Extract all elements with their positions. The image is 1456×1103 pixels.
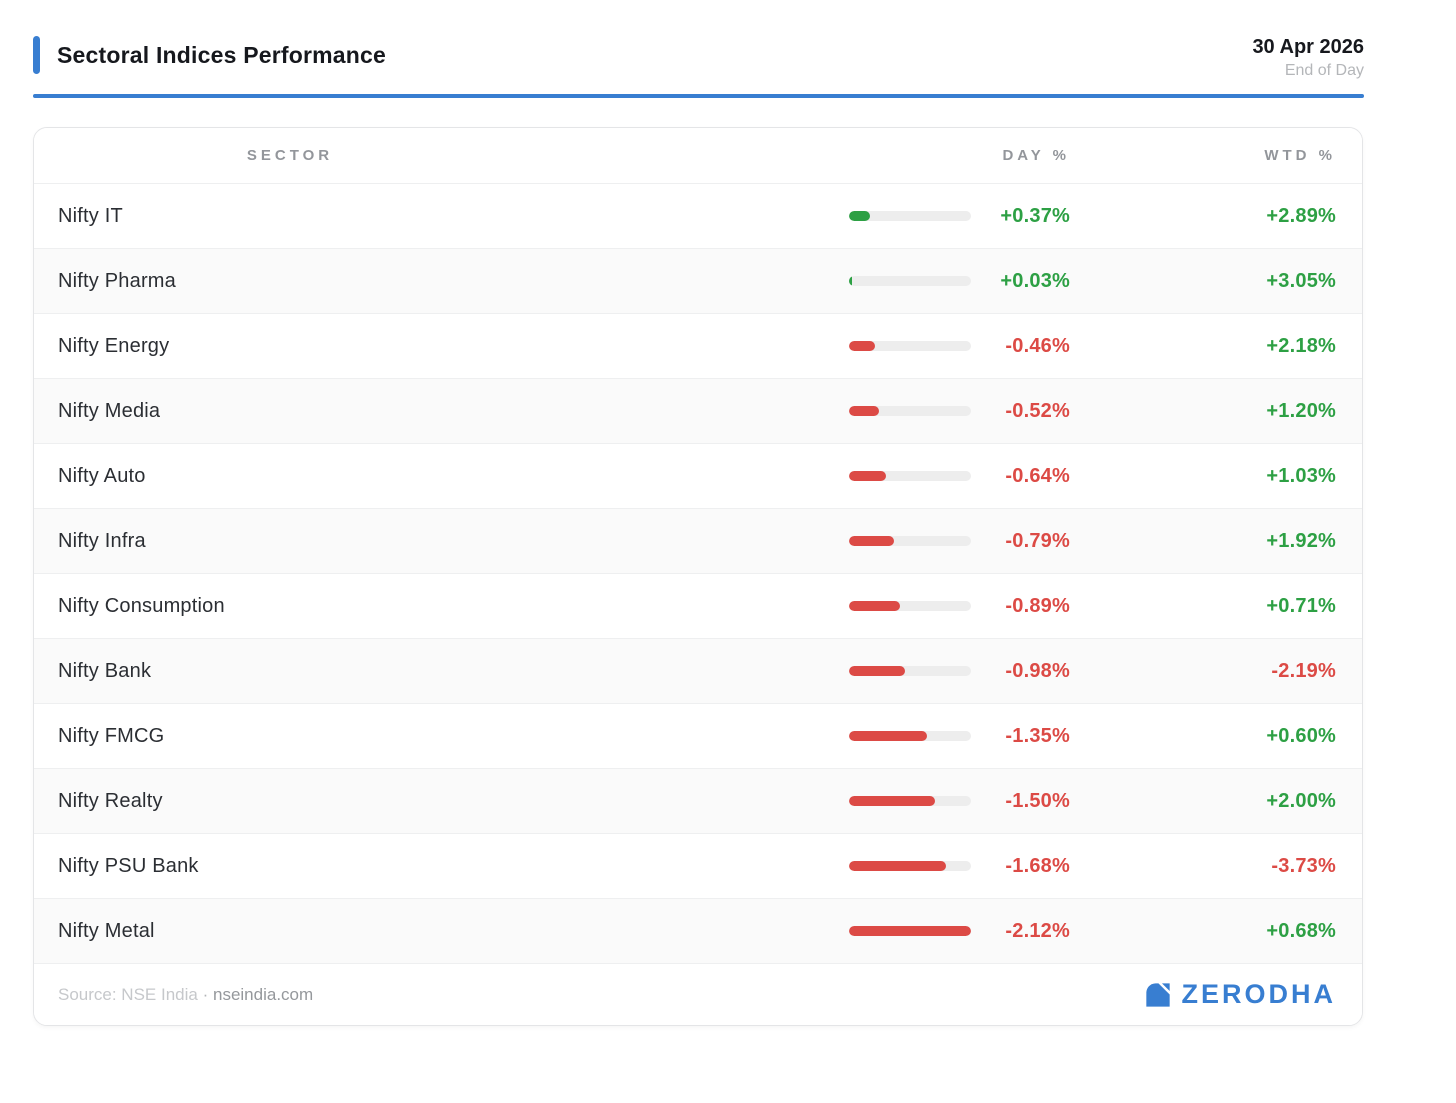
day-change-bar-track (849, 666, 971, 676)
day-change-bar-fill (849, 276, 852, 286)
day-change-value: +0.37% (1000, 204, 1070, 227)
sector-name: Nifty FMCG (58, 724, 165, 747)
table-row: Nifty Metal -2.12% +0.68% (34, 898, 1362, 963)
source-attribution: Source: NSE India · nseindia.com (58, 985, 313, 1005)
wtd-change-value: +2.00% (1266, 789, 1336, 812)
table-row: Nifty Infra -0.79% +1.92% (34, 508, 1362, 573)
day-change-bar-track (849, 926, 971, 936)
day-change-value: -0.46% (1005, 334, 1070, 357)
wtd-change-value: +3.05% (1266, 269, 1336, 292)
sector-name: Nifty PSU Bank (58, 854, 199, 877)
day-change-bar-fill (849, 861, 946, 871)
day-change-bar-track (849, 796, 971, 806)
day-change-bar-track (849, 276, 971, 286)
day-change-bar-fill (849, 536, 895, 546)
sector-name: Nifty Auto (58, 464, 146, 487)
sector-name: Nifty Infra (58, 529, 146, 552)
column-header-sector: SECTOR (246, 147, 334, 164)
table-row: Nifty Realty -1.50% +2.00% (34, 768, 1362, 833)
table-row: Nifty Energy -0.46% +2.18% (34, 313, 1362, 378)
title-accent-bar (33, 36, 40, 74)
day-change-bar-fill (849, 796, 936, 806)
sector-name: Nifty Realty (58, 789, 163, 812)
wtd-change-value: +1.92% (1266, 529, 1336, 552)
sectoral-indices-card: SECTOR DAY % WTD % Nifty IT +0.37% +2.89% N… (33, 127, 1363, 1026)
sector-name: Nifty Bank (58, 659, 152, 682)
day-change-bar-fill (849, 471, 886, 481)
table-row: Nifty Consumption -0.89% +0.71% (34, 573, 1362, 638)
day-change-bar-track (849, 861, 971, 871)
wtd-change-value: -3.73% (1271, 854, 1336, 877)
source-link: nseindia.com (213, 984, 314, 1004)
table-row: Nifty Media -0.52% +1.20% (34, 378, 1362, 443)
source-separator: · (202, 984, 209, 1004)
day-change-bar-fill (849, 926, 971, 936)
day-change-bar-fill (849, 601, 901, 611)
day-change-bar-track (849, 471, 971, 481)
table-row: Nifty Bank -0.98% -2.19% (34, 638, 1362, 703)
sector-name: Nifty Metal (58, 919, 155, 942)
table-header-row: SECTOR DAY % WTD % (34, 128, 1362, 183)
table-row: Nifty Auto -0.64% +1.03% (34, 443, 1362, 508)
sector-name: Nifty Pharma (58, 269, 176, 292)
day-change-bar-track (849, 731, 971, 741)
table-row: Nifty FMCG -1.35% +0.60% (34, 703, 1362, 768)
wtd-change-value: +2.18% (1266, 334, 1336, 357)
report-date: 30 Apr 2026 (1252, 36, 1364, 58)
day-change-bar-track (849, 601, 971, 611)
day-change-bar-track (849, 341, 971, 351)
day-change-value: -0.64% (1005, 464, 1070, 487)
card-footer: Source: NSE India · nseindia.com ZERODHA (34, 963, 1362, 1025)
day-change-value: -0.89% (1005, 594, 1070, 617)
day-change-value: -0.52% (1005, 399, 1070, 422)
day-change-bar-fill (849, 666, 906, 676)
source-prefix: Source: NSE India (58, 984, 198, 1004)
sector-name: Nifty Media (58, 399, 161, 422)
day-change-bar-fill (849, 406, 879, 416)
day-change-value: -1.35% (1005, 724, 1070, 747)
table-body: Nifty IT +0.37% +2.89% Nifty Pharma +0.03% +3… (34, 183, 1362, 963)
day-change-bar-fill (849, 341, 876, 351)
day-change-bar-track (849, 406, 971, 416)
column-header-wtd: WTD % (1264, 147, 1336, 164)
page-header: Sectoral Indices Performance 30 Apr 2026… (33, 36, 1364, 80)
zerodha-wordmark: ZERODHA (1181, 979, 1336, 1009)
day-change-bar-track (849, 536, 971, 546)
column-header-day: DAY % (1002, 147, 1070, 164)
wtd-change-value: +0.68% (1266, 919, 1336, 942)
day-change-bar-fill (849, 731, 927, 741)
day-change-bar-track (849, 211, 971, 221)
zerodha-logo: ZERODHA (1144, 979, 1337, 1010)
page-title: Sectoral Indices Performance (57, 41, 387, 68)
header-divider (33, 94, 1364, 98)
table-row: Nifty Pharma +0.03% +3.05% (34, 248, 1362, 313)
table-row: Nifty PSU Bank -1.68% -3.73% (34, 833, 1362, 898)
table-row: Nifty IT +0.37% +2.89% (34, 183, 1362, 248)
sector-name: Nifty Energy (58, 334, 170, 357)
report-period: End of Day (1284, 62, 1364, 79)
day-change-value: -1.50% (1005, 789, 1070, 812)
day-change-value: -0.79% (1005, 529, 1070, 552)
day-change-bar-fill (849, 211, 871, 221)
zerodha-kite-icon (1145, 982, 1170, 1007)
wtd-change-value: +2.89% (1266, 204, 1336, 227)
day-change-value: -1.68% (1005, 854, 1070, 877)
day-change-value: +0.03% (1000, 269, 1070, 292)
day-change-value: -2.12% (1005, 919, 1070, 942)
wtd-change-value: +1.20% (1266, 399, 1336, 422)
sector-name: Nifty Consumption (58, 594, 225, 617)
sector-name: Nifty IT (58, 204, 123, 227)
wtd-change-value: +1.03% (1266, 464, 1336, 487)
wtd-change-value: +0.71% (1266, 594, 1336, 617)
wtd-change-value: -2.19% (1271, 659, 1336, 682)
wtd-change-value: +0.60% (1266, 724, 1336, 747)
day-change-value: -0.98% (1005, 659, 1070, 682)
